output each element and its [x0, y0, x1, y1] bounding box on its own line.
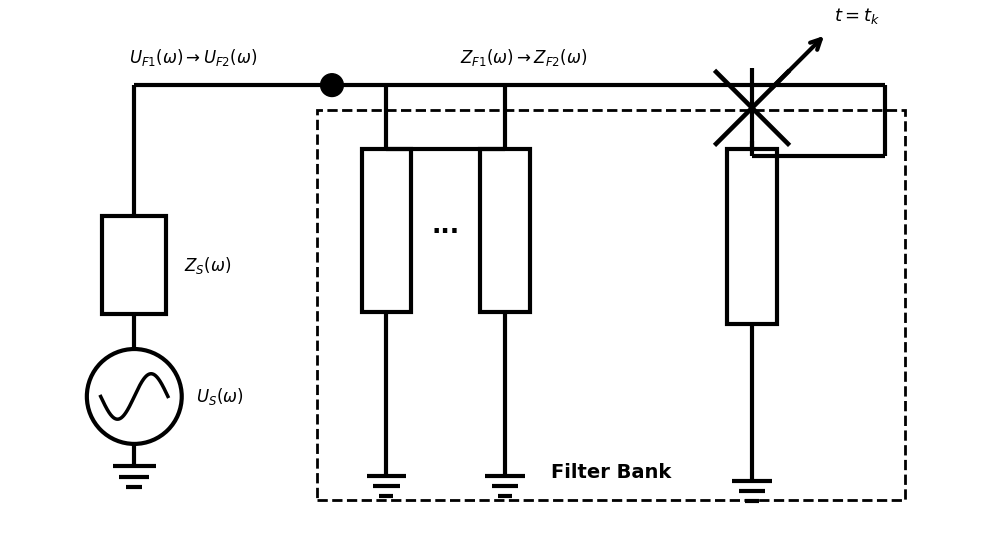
Text: $\mathbf{\it{t=t_k}}$: $\mathbf{\it{t=t_k}}$: [834, 6, 880, 26]
Text: $\mathbf{\it{U_S(\omega)}}$: $\mathbf{\it{U_S(\omega)}}$: [196, 386, 243, 407]
Bar: [480, 150, 530, 312]
Text: Filter Bank: Filter Bank: [551, 464, 671, 483]
Text: ...: ...: [432, 214, 460, 238]
Text: $\mathbf{\it{U_{F1}(\omega)\rightarrow U_{F2}(\omega)}}$: $\mathbf{\it{U_{F1}(\omega)\rightarrow U…: [129, 47, 258, 68]
Text: $\mathbf{\it{Z_S(\omega)}}$: $\mathbf{\it{Z_S(\omega)}}$: [184, 255, 231, 276]
Bar: [727, 150, 777, 324]
Bar: [102, 216, 166, 315]
Bar: [317, 110, 905, 500]
Text: $\mathbf{\it{Z_{F1}(\omega)\rightarrow Z_{F2}(\omega)}}$: $\mathbf{\it{Z_{F1}(\omega)\rightarrow Z…: [460, 47, 588, 68]
Circle shape: [321, 74, 343, 97]
Bar: [362, 150, 411, 312]
